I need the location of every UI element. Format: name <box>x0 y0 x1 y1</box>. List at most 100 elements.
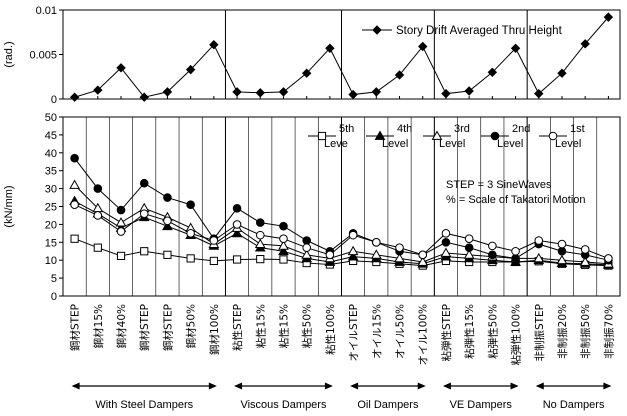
bottom-series-3-point <box>279 221 288 231</box>
category-tick-label: 粘性50% <box>301 304 314 348</box>
category-tick-label: 鋼材STEP <box>69 304 82 351</box>
bottom-series-2-point <box>394 252 405 263</box>
category-tick-label: 鋼材STEP <box>138 304 151 351</box>
bottom-series-0-point <box>256 255 265 264</box>
bottom-series-4-point <box>70 200 79 210</box>
bottom-series-line-3 <box>74 157 609 261</box>
bottom-y-axis-label: (kN/mm) <box>3 185 15 227</box>
top-series-0-point <box>510 43 521 53</box>
top-series-0-point <box>464 86 474 96</box>
bottom-series-0-point <box>209 256 218 266</box>
bottom-annotation: % = Scale of Takatori Motion <box>446 194 586 206</box>
bottom-y-tick-label: 0 <box>51 291 57 303</box>
bottom-series-3-point <box>186 200 195 210</box>
bottom-y-tick-label: 30 <box>45 184 57 196</box>
bottom-series-2-point <box>278 240 289 250</box>
bottom-series-0-point <box>93 243 102 252</box>
bottom-series-1-point <box>231 227 243 238</box>
top-series-0-point <box>557 68 567 78</box>
top-series-0-point <box>209 40 219 50</box>
top-y-tick-label: 0 <box>51 94 57 106</box>
top-series-0-point <box>580 39 590 49</box>
top-series-0-point <box>418 41 428 52</box>
bottom-series-4-point <box>604 254 613 263</box>
bottom-series-3-point <box>139 178 149 188</box>
category-tick-label: 粘性15% <box>254 304 267 348</box>
category-tick-label: 鋼材STEP <box>161 304 174 351</box>
top-series-0-point <box>371 87 382 97</box>
group-label: No Dampers <box>543 399 605 411</box>
bottom-legend-marker <box>431 130 443 140</box>
category-tick-label: 粘弾性STEP <box>440 304 453 362</box>
bottom-series-0-point <box>232 255 242 264</box>
bottom-legend-label: 1st Level <box>555 123 585 150</box>
bottom-y-tick-label: 50 <box>45 112 57 124</box>
top-legend-marker <box>372 25 382 35</box>
bottom-series-3-point <box>93 184 103 193</box>
category-tick-label: オイル15% <box>371 304 383 359</box>
bottom-series-0-point <box>163 250 172 259</box>
group-arrow-right-head <box>417 382 426 390</box>
bottom-series-2-point <box>370 249 382 259</box>
bottom-series-4-point <box>395 243 404 252</box>
category-tick-label: 鋼材40% <box>115 304 128 348</box>
group-label: Viscous Dampers <box>240 399 326 411</box>
bottom-series-3-point <box>488 250 497 260</box>
bottom-series-4-point <box>186 229 195 238</box>
category-tick-label: 粘弾性50% <box>486 304 499 359</box>
group-label: Oil Dampers <box>357 399 419 411</box>
bottom-series-0-point <box>279 255 288 264</box>
bottom-y-tick-label: 20 <box>45 219 57 231</box>
bottom-y-tick-label: 25 <box>45 202 57 214</box>
top-series-0-point <box>278 87 289 97</box>
bottom-series-1-point <box>278 245 289 256</box>
bottom-series-4-point <box>557 239 567 249</box>
bottom-series-2-point <box>533 252 545 263</box>
bottom-series-2-point <box>254 238 266 248</box>
top-series-0-point <box>487 67 498 78</box>
category-tick-label: 非制振70% <box>602 304 615 359</box>
bottom-legend-label: 3rd Level <box>439 123 470 150</box>
bottom-series-2-point <box>301 249 313 259</box>
bottom-legend-label: 2nd Level <box>497 123 530 150</box>
category-tick-label: 非制振STEP <box>533 304 546 362</box>
top-series-0-point <box>534 88 544 99</box>
top-series-0-point <box>394 70 405 80</box>
bottom-legend-marker <box>490 131 500 141</box>
bottom-series-3-point <box>464 243 474 252</box>
group-arrow-left-head <box>535 382 544 390</box>
top-y-axis-label: (rad.) <box>3 41 15 67</box>
bottom-series-2-point <box>556 254 568 265</box>
bottom-y-tick-label: 10 <box>45 255 57 267</box>
bottom-series-4-point <box>418 250 428 260</box>
bottom-series-2-point <box>579 256 591 266</box>
top-series-0-point <box>255 88 265 98</box>
chart-labels: 0 0.005 0.01 (rad.) 0 5 10 15 20 25 30 35 40 45 50 (kN/… <box>3 5 615 411</box>
category-tick-label: 粘弾性100% <box>510 304 523 366</box>
bottom-series-4-point <box>116 227 126 236</box>
bottom-series-4-point <box>348 230 358 240</box>
top-series-0-point <box>116 63 126 73</box>
top-series-0-point <box>301 68 312 78</box>
bottom-series-0-point <box>70 234 79 243</box>
bottom-series-3-point <box>441 238 451 247</box>
category-tick-label: 非制振20% <box>556 304 569 359</box>
bottom-plot-frame <box>59 116 621 297</box>
bottom-series-3-point <box>163 193 172 202</box>
top-series-0-point <box>139 92 149 102</box>
bottom-series-4-point <box>302 243 311 252</box>
top-legend-label: Story Drift Averaged Thru Height <box>396 25 563 37</box>
category-tick-label: 粘性100% <box>324 304 337 355</box>
top-series-line-0 <box>74 16 609 98</box>
bottom-y-tick-label: 5 <box>51 273 57 285</box>
bottom-y-tick-label: 15 <box>45 237 57 249</box>
bottom-series-2-point <box>440 247 452 257</box>
group-arrow-right-head <box>603 382 612 390</box>
bottom-y-tick-label: 35 <box>45 166 57 178</box>
group-arrow-right-head <box>510 382 519 390</box>
top-y-tick-label: 0.005 <box>29 50 57 62</box>
top-plot-frame <box>59 9 621 100</box>
chart-marks <box>69 12 614 270</box>
bottom-series-2-point <box>69 179 80 189</box>
